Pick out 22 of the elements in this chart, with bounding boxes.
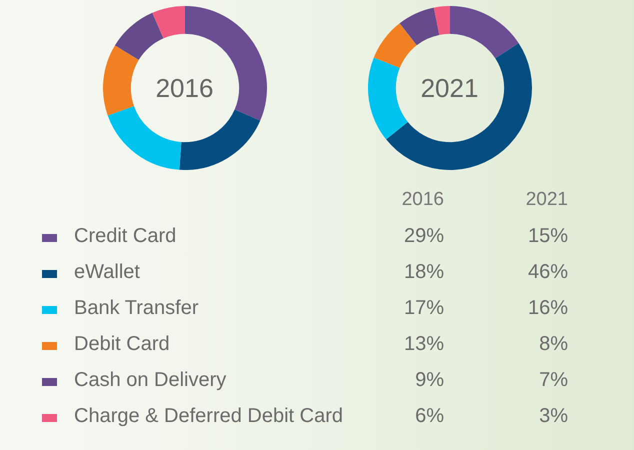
legend-label: Bank Transfer bbox=[74, 297, 199, 319]
data-label: 8% bbox=[539, 333, 568, 355]
legend-label: Credit Card bbox=[74, 225, 176, 247]
data-label: 18% bbox=[404, 261, 444, 283]
data-label: 15% bbox=[528, 225, 568, 247]
text: 2016 bbox=[402, 189, 444, 210]
data-label: 9% bbox=[415, 369, 444, 391]
data-label: 3% bbox=[539, 405, 568, 427]
text: 2021 bbox=[526, 189, 568, 210]
data-label: 16% bbox=[528, 297, 568, 319]
data-label: 46% bbox=[528, 261, 568, 283]
legend-label: Debit Card bbox=[74, 333, 170, 355]
data-label: 29% bbox=[404, 225, 444, 247]
data-label: 6% bbox=[415, 405, 444, 427]
data-label: 13% bbox=[404, 333, 444, 355]
legend-label: Cash on Delivery bbox=[74, 369, 226, 391]
data-label: 17% bbox=[404, 297, 444, 319]
legend-label: Charge & Deferred Debit Card bbox=[74, 405, 344, 427]
data-label: 7% bbox=[539, 369, 568, 391]
slice-label: 2021 bbox=[420, 73, 480, 103]
legend-label: eWallet bbox=[74, 261, 140, 283]
slice-label: 2016 bbox=[154, 73, 214, 103]
